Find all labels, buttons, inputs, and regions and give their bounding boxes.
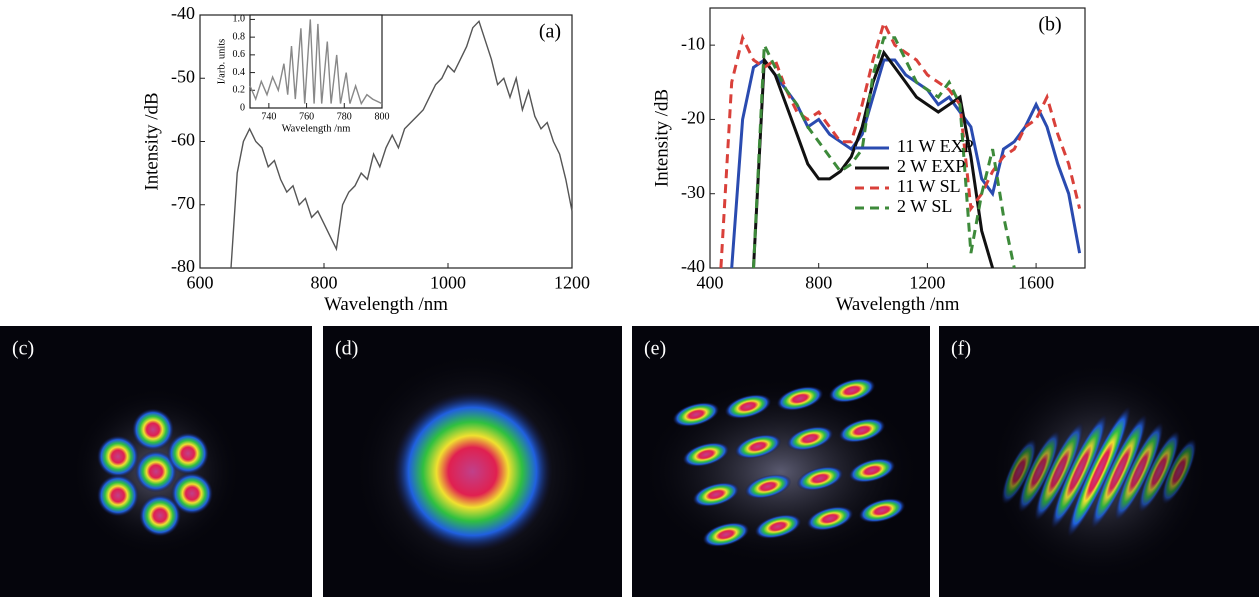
beam-core — [139, 494, 181, 537]
y-tick-label: 0.4 — [233, 67, 246, 78]
x-axis-label: Wavelength /nm — [836, 294, 960, 315]
x-tick-label: 400 — [697, 272, 724, 292]
x-tick-label: 1200 — [909, 272, 945, 292]
beam-core — [171, 472, 213, 515]
x-tick-label: 1200 — [554, 272, 590, 292]
x-tick-label: 800 — [805, 272, 832, 292]
beam-core — [754, 514, 802, 539]
y-tick-label: -20 — [681, 108, 705, 128]
beam-core — [838, 418, 886, 443]
beam-core — [1114, 422, 1164, 521]
beam-core — [828, 378, 876, 403]
x-tick-label: 1600 — [1018, 272, 1054, 292]
plot-frame — [709, 7, 1086, 269]
y-tick-label: 0.8 — [233, 31, 246, 42]
x-tick-label: 600 — [187, 272, 214, 292]
legend-label: 2 W SL — [897, 196, 952, 216]
panel-label: (d) — [335, 338, 358, 360]
beam-core — [702, 522, 750, 547]
y-tick-label: 0.6 — [233, 49, 246, 60]
data-line — [752, 36, 1016, 269]
beam-core — [776, 386, 824, 411]
legend-label: 11 W EXP — [897, 136, 974, 156]
y-tick-label: -60 — [171, 130, 195, 150]
y-axis-label: I/arb. units — [216, 39, 227, 85]
beam-core — [97, 474, 139, 517]
panel-label: (c) — [12, 338, 34, 360]
x-tick-label: 800 — [375, 111, 390, 122]
y-tick-label: 1.0 — [233, 14, 246, 25]
beam-core — [1017, 430, 1061, 513]
beam-core — [97, 435, 139, 478]
beam-core — [135, 450, 177, 493]
x-tick-label: 1000 — [430, 272, 466, 292]
y-tick-label: -40 — [171, 3, 195, 23]
y-tick-label: 0.2 — [233, 85, 246, 96]
x-tick-label: 780 — [337, 111, 352, 122]
y-tick-label: -40 — [681, 256, 705, 276]
beam-core — [682, 442, 730, 467]
legend-label: 2 W EXP — [897, 156, 965, 176]
beam-core — [1090, 414, 1148, 529]
x-tick-label: 740 — [261, 111, 276, 122]
x-tick-label: 760 — [299, 111, 314, 122]
beam-core — [392, 391, 553, 552]
y-tick-label: -80 — [171, 256, 195, 276]
legend-label: 11 W SL — [897, 176, 961, 196]
data-line — [230, 19, 573, 269]
x-axis-label: Wavelength /nm — [324, 294, 448, 315]
x-tick-label: 800 — [311, 272, 338, 292]
y-tick-label: -50 — [171, 66, 195, 86]
beam-core — [672, 402, 720, 427]
beam-core — [1001, 438, 1037, 505]
beam-core — [734, 434, 782, 459]
y-tick-label: -10 — [681, 33, 705, 53]
panel-label: (b) — [1038, 14, 1061, 36]
panel-label: (f) — [951, 338, 971, 360]
beam-core — [724, 394, 772, 419]
data-line — [719, 18, 1082, 269]
y-tick-label: -30 — [681, 182, 705, 202]
beam-core — [692, 482, 740, 507]
beam-core — [858, 498, 906, 523]
beam-core — [1067, 406, 1131, 537]
data-line — [249, 19, 383, 106]
beam-core — [1050, 414, 1108, 529]
y-axis-label: Intensity /dB — [652, 89, 673, 187]
panel-label: (e) — [644, 338, 666, 360]
y-axis-label: Intensity /dB — [142, 92, 163, 190]
beam-core — [744, 474, 792, 499]
beam-core — [786, 426, 834, 451]
y-tick-label: -70 — [171, 193, 195, 213]
beam-core — [132, 408, 174, 451]
beam-core — [1034, 422, 1084, 521]
beam-core — [806, 506, 854, 531]
x-axis-label: Wavelength /nm — [282, 123, 351, 134]
beam-core — [167, 432, 209, 475]
beam-core — [1161, 438, 1197, 505]
beam-core — [1137, 430, 1181, 513]
beam-core — [848, 458, 896, 483]
panel-label: (a) — [539, 21, 561, 43]
beam-core — [796, 466, 844, 491]
y-tick-label: 0 — [240, 102, 245, 113]
